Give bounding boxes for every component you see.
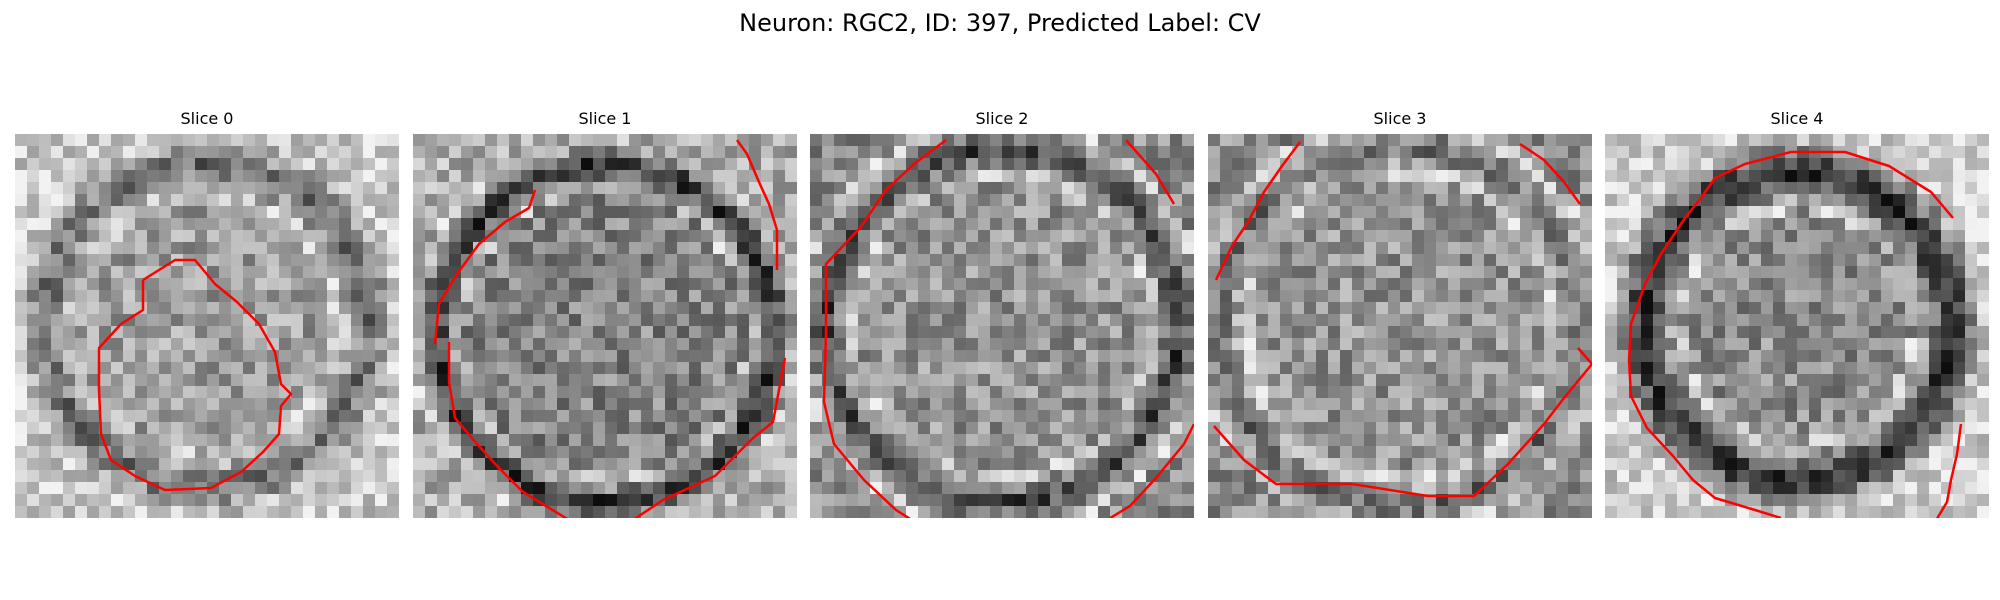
slice-image-0: [15, 134, 399, 518]
slice-panel-2: Slice 2: [810, 108, 1194, 518]
contour-line-1-0: [433, 189, 537, 345]
contour-line-1-1: [735, 139, 779, 270]
slice-panel-4: Slice 4: [1605, 108, 1989, 518]
slice-title-0: Slice 0: [180, 109, 234, 128]
slice-panel-1: Slice 1: [413, 108, 797, 518]
slice-title-4: Slice 4: [1770, 109, 1824, 128]
slice-panel-0: Slice 0: [15, 108, 399, 518]
slice-image-1: [413, 134, 797, 518]
slice-image-4: [1605, 134, 1989, 518]
contour-line-3-2: [1213, 347, 1592, 498]
slice-image-3: [1208, 134, 1592, 518]
contour-line-2-2: [1107, 423, 1194, 518]
contour-line-3-1: [1519, 142, 1582, 205]
contour-line-4-0: [1627, 150, 1954, 518]
figure-title: Neuron: RGC2, ID: 397, Predicted Label: …: [739, 9, 1261, 37]
contour-line-2-0: [822, 139, 947, 518]
slice-panel-3: Slice 3: [1208, 108, 1592, 518]
contour-line-4-1: [1935, 423, 1963, 518]
slice-image-2: [810, 134, 1194, 518]
slice-title-2: Slice 2: [975, 109, 1029, 128]
slice-title-1: Slice 1: [578, 109, 632, 128]
slice-title-3: Slice 3: [1373, 109, 1427, 128]
contour-line-0-0: [97, 258, 293, 492]
contour-line-2-1: [1125, 139, 1176, 205]
contour-line-3-0: [1214, 141, 1301, 281]
contour-line-1-2: [447, 342, 787, 518]
